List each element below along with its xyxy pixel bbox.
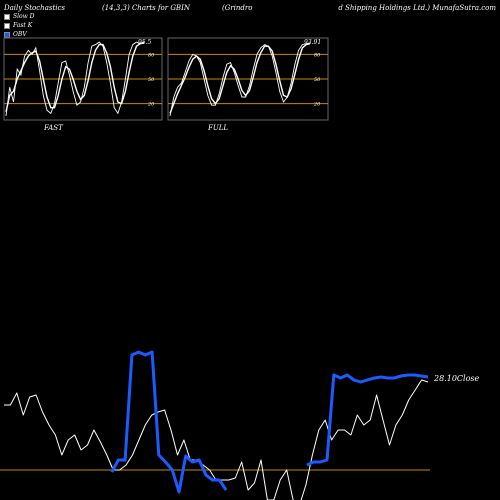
legend-slow-d: Slow D xyxy=(4,13,35,20)
close-label: 28.10Close xyxy=(433,374,480,383)
tick-label-20: 20 xyxy=(313,102,321,108)
series-slow-d xyxy=(169,43,311,114)
legend-fast-k: Fast K xyxy=(4,22,32,29)
legend-label: OBV xyxy=(13,31,27,38)
tick-label-20: 20 xyxy=(147,102,155,108)
legend-swatch xyxy=(4,22,10,29)
stoch-panel-full: 80 50 20 93.91 xyxy=(167,37,329,121)
full-panel-label: FULL xyxy=(208,124,229,132)
series-fast-k xyxy=(169,42,311,116)
stoch-panel-fast: 80 50 20 95.5 xyxy=(3,37,163,121)
company-name-left: (Grindro xyxy=(222,4,253,12)
tick-label-50: 50 xyxy=(314,77,321,83)
chart-title: Daily Stochastics xyxy=(4,4,66,12)
last-value-label: 95.5 xyxy=(138,39,152,46)
legend-label: Fast K xyxy=(13,22,33,29)
chart-params: (14,3,3) Charts for GBIN xyxy=(102,4,190,12)
series-slow-d xyxy=(5,42,145,112)
series-obv-segment-1 xyxy=(306,373,429,467)
price-obv-panel: 28.10Close xyxy=(0,350,480,500)
series-close-segment-0 xyxy=(4,379,429,500)
fast-panel-label: FAST xyxy=(44,124,63,132)
legend-obv: OBV xyxy=(4,31,27,38)
legend-swatch xyxy=(4,31,10,38)
company-name-right: d Shipping Holdings Ltd.) MunafaSutra.co… xyxy=(338,4,496,12)
legend-label: Slow D xyxy=(13,13,35,20)
series-obv-segment-0 xyxy=(110,350,228,494)
tick-label-80: 80 xyxy=(148,52,155,58)
tick-label-80: 80 xyxy=(314,52,321,58)
tick-label-50: 50 xyxy=(148,77,155,83)
legend-swatch xyxy=(4,13,10,20)
last-value-label: 93.91 xyxy=(304,39,321,46)
